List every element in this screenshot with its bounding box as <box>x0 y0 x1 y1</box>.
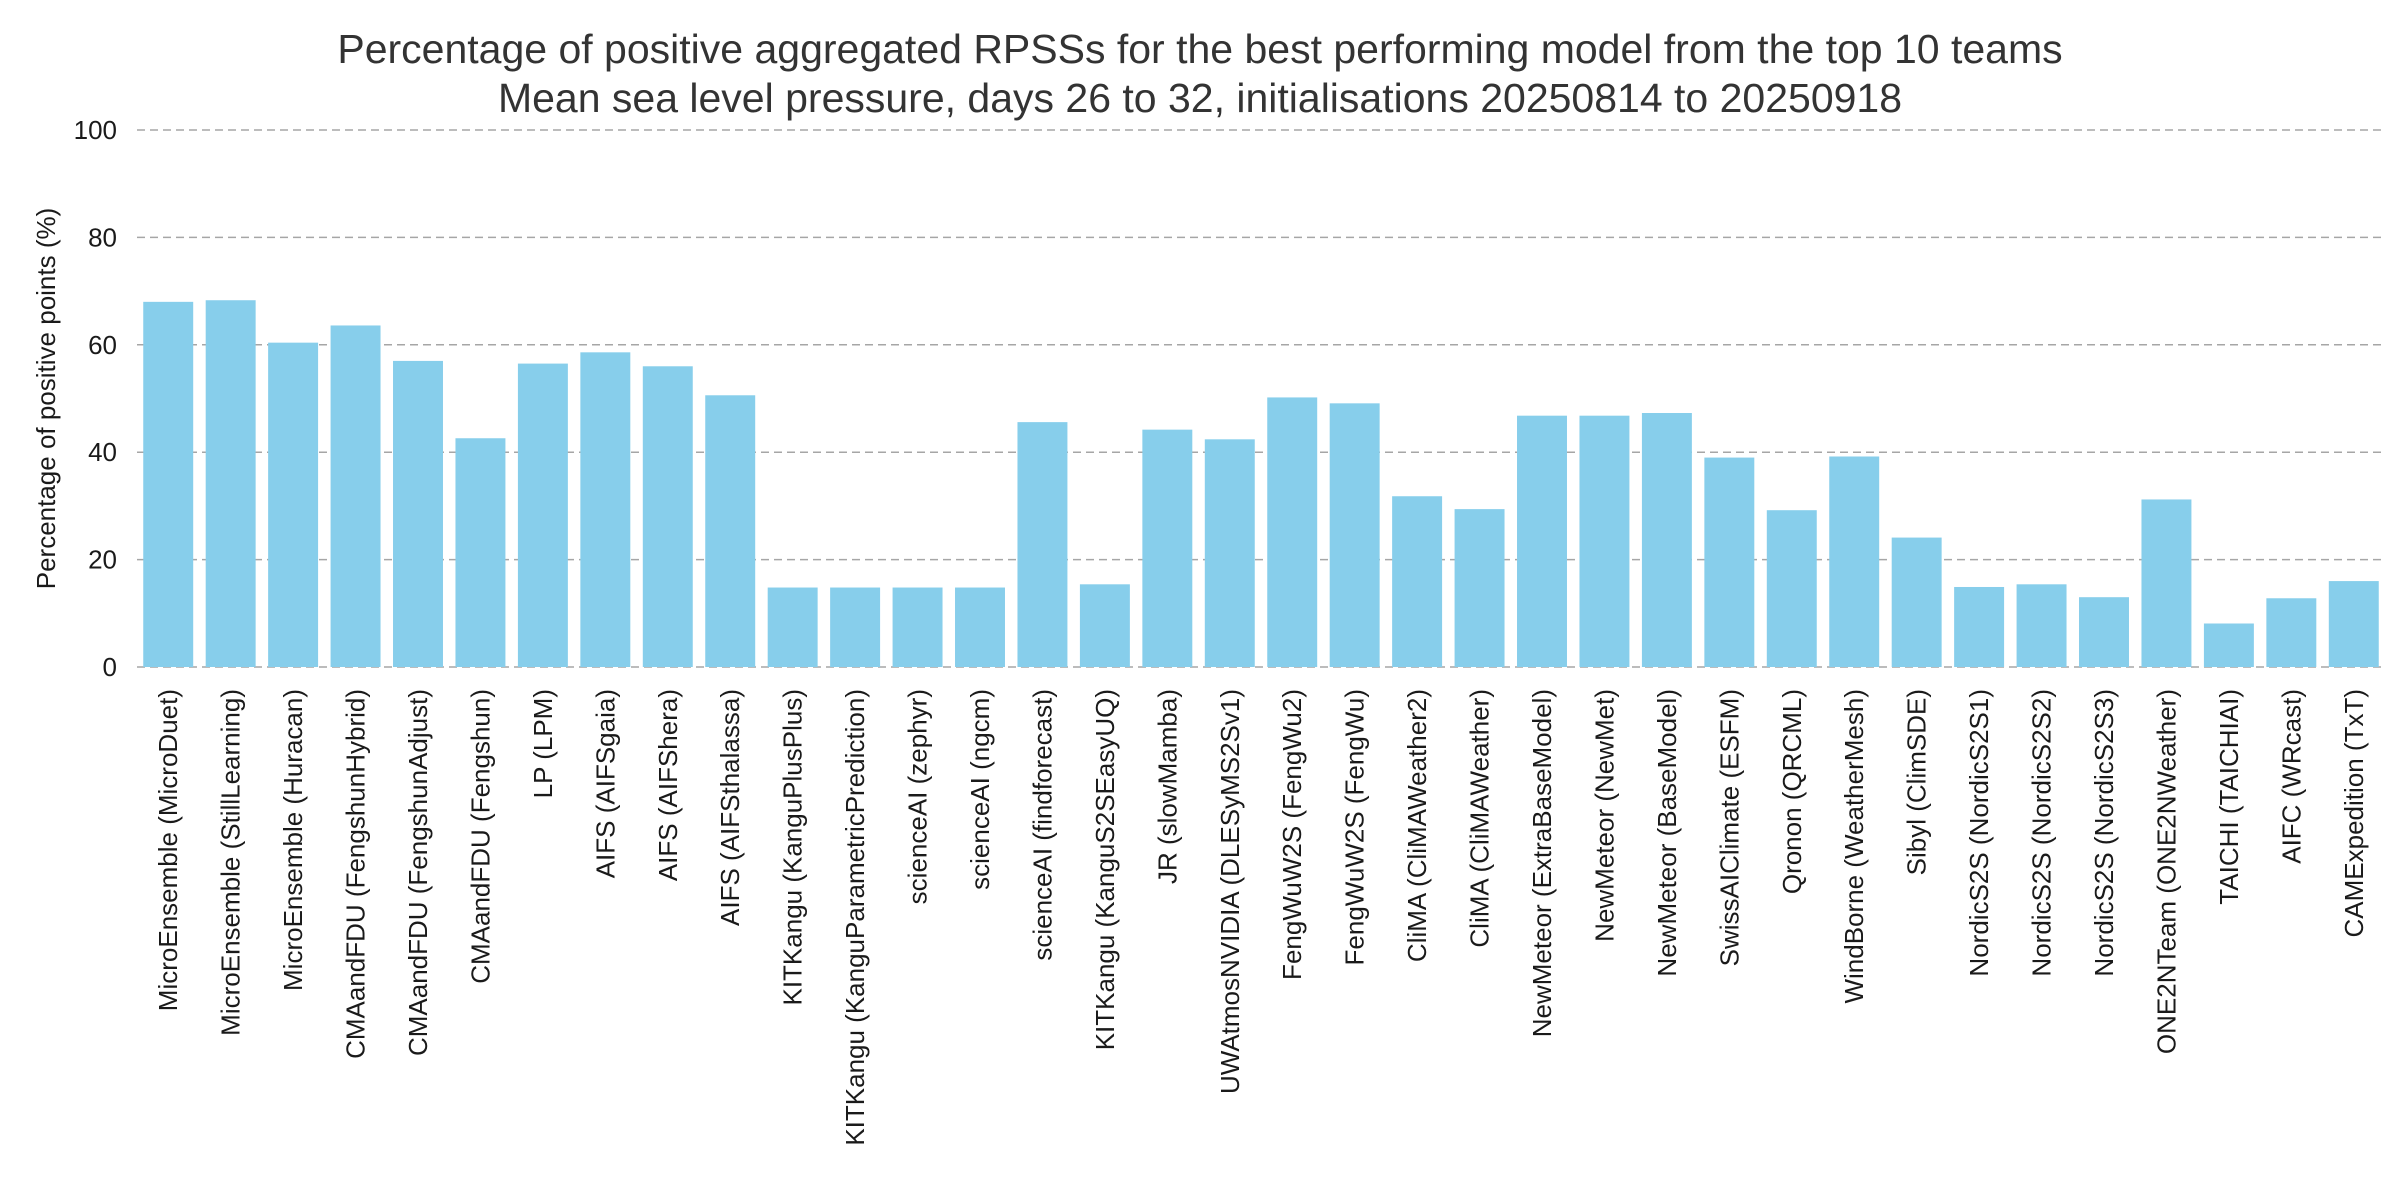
x-tick-label: CMAandFDU (FengshunAdjust) <box>403 689 433 1056</box>
chart-subtitle: Mean sea level pressure, days 26 to 32, … <box>498 75 1902 121</box>
bar: Sibyl (ClimSDE): 24.1 <box>1891 537 1942 667</box>
bar: CliMA (CliMAWeather2): 31.8 <box>1392 496 1443 667</box>
bar: WindBorne (WeatherMesh): 39.2 <box>1829 456 1880 667</box>
bar: ONE2NTeam (ONE2NWeather): 31.2 <box>2141 499 2192 667</box>
y-tick-label: 80 <box>88 222 117 252</box>
x-tick-label: CAMExpedition (TxT) <box>2339 689 2369 938</box>
x-tick-label: CliMA (CliMAWeather2) <box>1402 689 1432 962</box>
bar: KITKangu (KanguS2SEasyUQ): 15.4 <box>1079 584 1130 667</box>
y-tick-label: 100 <box>74 115 117 145</box>
y-tick-label: 60 <box>88 330 117 360</box>
bar: NewMeteor (ExtraBaseModel): 46.8 <box>1517 415 1567 667</box>
x-tick-label: AIFC (WRcast) <box>2276 689 2306 864</box>
x-tick-label: NewMeteor (BaseModel) <box>1652 689 1682 977</box>
bar: AIFC (WRcast): 12.8 <box>2266 598 2317 667</box>
bar: LP (LPM): 56.5 <box>517 363 568 667</box>
x-tick-label: WindBorne (WeatherMesh) <box>1839 689 1869 1004</box>
bar: JR (slowMamba): 44.2 <box>1142 429 1193 667</box>
x-tick-label: LP (LPM) <box>528 689 558 798</box>
x-axis-ticks: MicroEnsemble (MicroDuet) MicroEnsemble (… <box>153 689 2369 1146</box>
x-tick-label: AIFS (AIFShera) <box>653 689 683 881</box>
bar: AIFS (AIFSthalassa): 50.6 <box>705 395 756 667</box>
bar: AIFS (AIFSgaia): 58.6 <box>580 352 631 667</box>
bars: MicroEnsemble (MicroDuet): 68MicroEnsemb… <box>143 300 2379 667</box>
bar: AIFS (AIFShera): 56 <box>642 366 693 667</box>
x-tick-label: UWAtmosNVIDIA (DLESyMS2Sv1) <box>1215 689 1245 1094</box>
x-tick-label: ONE2NTeam (ONE2NWeather) <box>2151 689 2181 1054</box>
bar: MicroEnsemble (MicroDuet): 68 <box>143 301 194 667</box>
bar: scienceAI (ngcm): 14.8 <box>955 587 1005 667</box>
bar: KITKangu (KanguParametricPrediction): 14… <box>830 587 881 667</box>
y-tick-label: 40 <box>88 437 117 467</box>
bar: scienceAI (zephyr): 14.8 <box>892 587 943 667</box>
bar: FengWuW2S (FengWu2): 50.2 <box>1267 397 1318 667</box>
bar: KITKangu (KanguPlusPlus): 14.8 <box>767 587 818 667</box>
bar: CliMA (CliMAWeather): 29.4 <box>1454 509 1505 667</box>
bar: scienceAI (findforecast): 45.6 <box>1017 422 1068 667</box>
y-axis-label: Percentage of positive points (%) <box>31 208 61 590</box>
x-tick-label: KITKangu (KanguParametricPrediction) <box>840 689 870 1146</box>
y-tick-label: 0 <box>103 652 117 682</box>
bar: CMAandFDU (FengshunHybrid): 63.6 <box>330 325 381 667</box>
x-tick-label: CMAandFDU (FengshunHybrid) <box>341 689 371 1059</box>
x-tick-label: NewMeteor (NewMet) <box>1589 689 1619 942</box>
bar: NewMeteor (BaseModel): 47.3 <box>1641 412 1692 667</box>
chart-title: Percentage of positive aggregated RPSSs … <box>337 26 2062 72</box>
bar: NordicS2S (NordicS2S1): 14.9 <box>1954 586 2005 667</box>
bar: Qronon (QRCML): 29.2 <box>1766 510 1817 667</box>
bar: MicroEnsemble (StillLearning): 68.3 <box>205 300 256 667</box>
y-axis-ticks: 0 20 40 60 80 100 <box>74 115 117 682</box>
bar: FengWuW2S (FengWu): 49.1 <box>1329 403 1380 667</box>
bar: MicroEnsemble (Huracan): 60.4 <box>268 342 319 667</box>
x-tick-label: NordicS2S (NordicS2S1) <box>1964 689 1994 977</box>
x-tick-label: AIFS (AIFSgaia) <box>590 689 620 878</box>
bar: CAMExpedition (TxT): 16 <box>2328 581 2379 667</box>
y-tick-label: 20 <box>88 545 117 575</box>
bar: CMAandFDU (Fengshun): 42.6 <box>455 438 506 667</box>
bar: NordicS2S (NordicS2S3): 13 <box>2079 597 2129 667</box>
x-tick-label: KITKangu (KanguS2SEasyUQ) <box>1090 689 1120 1050</box>
x-tick-label: MicroEnsemble (MicroDuet) <box>153 689 183 1011</box>
x-tick-label: Qronon (QRCML) <box>1777 689 1807 894</box>
x-tick-label: MicroEnsemble (StillLearning) <box>216 689 246 1036</box>
bar: NordicS2S (NordicS2S2): 15.4 <box>2016 584 2067 667</box>
x-tick-label: scienceAI (findforecast) <box>1027 689 1057 961</box>
grid-lines <box>137 129 2385 668</box>
x-tick-label: TAICHI (TAICHIAI) <box>2214 689 2244 905</box>
x-tick-label: Sibyl (ClimSDE) <box>1902 689 1932 875</box>
bar: TAICHI (TAICHIAI): 8.1 <box>2203 623 2254 667</box>
x-tick-label: CMAandFDU (Fengshun) <box>465 689 495 984</box>
x-tick-label: NordicS2S (NordicS2S3) <box>2089 689 2119 977</box>
x-tick-label: FengWuW2S (FengWu2) <box>1277 689 1307 980</box>
x-tick-label: FengWuW2S (FengWu) <box>1340 689 1370 965</box>
x-tick-label: KITKangu (KanguPlusPlus) <box>778 689 808 1006</box>
x-tick-label: scienceAI (zephyr) <box>903 689 933 904</box>
x-tick-label: CliMA (CliMAWeather) <box>1465 689 1495 948</box>
x-tick-label: scienceAI (ngcm) <box>965 689 995 890</box>
bar: CMAandFDU (FengshunAdjust): 57 <box>393 360 443 667</box>
x-tick-label: MicroEnsemble (Huracan) <box>278 689 308 991</box>
bar: NewMeteor (NewMet): 46.8 <box>1579 415 1630 667</box>
x-tick-label: SwissAIClimate (ESFM) <box>1714 689 1744 966</box>
x-tick-label: NewMeteor (ExtraBaseModel) <box>1527 689 1557 1037</box>
x-tick-label: NordicS2S (NordicS2S2) <box>2027 689 2057 977</box>
x-tick-label: AIFS (AIFSthalassa) <box>715 689 745 926</box>
bar: SwissAIClimate (ESFM): 39 <box>1704 457 1755 667</box>
bar: UWAtmosNVIDIA (DLESyMS2Sv1): 42.4 <box>1204 439 1255 667</box>
x-tick-label: JR (slowMamba) <box>1152 689 1182 884</box>
